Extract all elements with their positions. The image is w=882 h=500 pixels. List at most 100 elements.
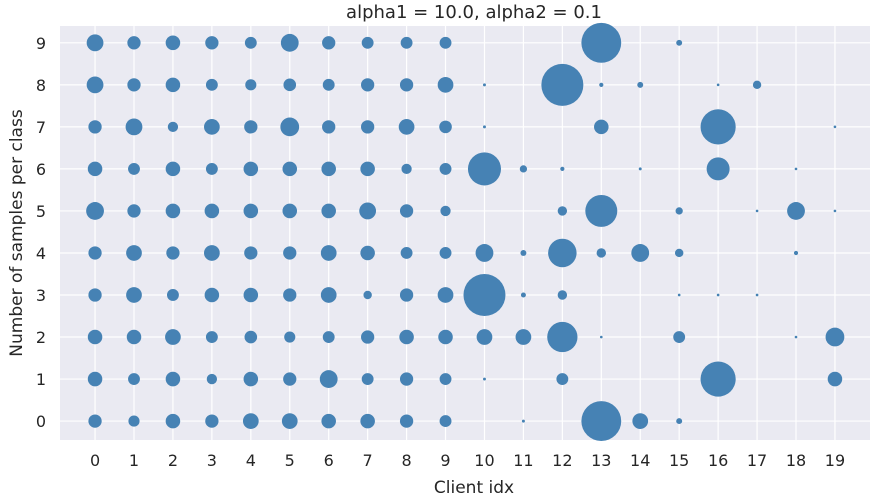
scatter-point bbox=[361, 330, 375, 344]
x-tick-label: 17 bbox=[747, 451, 767, 470]
scatter-point bbox=[322, 331, 335, 343]
scatter-point bbox=[515, 329, 532, 345]
scatter-point bbox=[676, 418, 683, 425]
x-tick-label: 4 bbox=[246, 451, 256, 470]
scatter-point bbox=[205, 414, 219, 428]
scatter-point bbox=[631, 244, 650, 262]
scatter-point bbox=[716, 83, 720, 87]
scatter-point bbox=[204, 119, 220, 135]
scatter-point bbox=[827, 371, 843, 387]
scatter-point bbox=[88, 414, 102, 428]
x-tick-label: 13 bbox=[591, 451, 611, 470]
scatter-point bbox=[548, 238, 577, 268]
scatter-point bbox=[437, 76, 454, 93]
y-tick-label: 2 bbox=[36, 328, 46, 347]
scatter-point bbox=[361, 120, 375, 134]
scatter-point bbox=[787, 202, 805, 220]
scatter-point bbox=[165, 413, 181, 429]
x-tick-label: 2 bbox=[168, 451, 178, 470]
scatter-point bbox=[86, 34, 104, 52]
scatter-point bbox=[476, 329, 493, 345]
scatter-point bbox=[284, 331, 296, 343]
scatter-point bbox=[599, 335, 603, 339]
scatter-point bbox=[700, 109, 736, 145]
scatter-point bbox=[360, 161, 375, 177]
scatter-point bbox=[204, 245, 220, 261]
scatter-point bbox=[482, 125, 486, 129]
scatter-point bbox=[165, 371, 181, 387]
y-tick-label: 4 bbox=[36, 244, 46, 263]
data-points bbox=[86, 22, 845, 442]
x-tick-label: 19 bbox=[825, 451, 845, 470]
scatter-point bbox=[755, 209, 759, 213]
y-tick-label: 8 bbox=[36, 76, 46, 95]
scatter-point bbox=[245, 79, 257, 91]
scatter-point bbox=[361, 36, 374, 49]
scatter-point bbox=[361, 373, 374, 385]
scatter-point bbox=[399, 372, 414, 386]
scatter-point bbox=[440, 205, 451, 217]
scatter-point bbox=[482, 377, 486, 381]
scatter-point bbox=[700, 361, 736, 397]
chart-title: alpha1 = 10.0, alpha2 = 0.1 bbox=[346, 2, 602, 23]
scatter-point bbox=[283, 246, 297, 260]
scatter-point bbox=[833, 209, 837, 213]
scatter-point bbox=[519, 165, 528, 173]
scatter-point bbox=[243, 203, 259, 219]
scatter-point bbox=[676, 39, 683, 46]
y-tick-label: 0 bbox=[36, 412, 46, 431]
scatter-point bbox=[547, 321, 578, 353]
scatter-point bbox=[322, 120, 336, 134]
scatter-point bbox=[165, 35, 181, 51]
scatter-point bbox=[282, 203, 298, 219]
x-tick-labels: 0 1 2 3 4 5 6 7 8 9 10 11 12 13 14 15 16 17 18 19 bbox=[90, 451, 845, 470]
scatter-point bbox=[674, 248, 684, 258]
scatter-point bbox=[585, 194, 618, 227]
scatter-point bbox=[400, 36, 413, 49]
scatter-point bbox=[86, 202, 104, 220]
scatter-point bbox=[166, 246, 180, 260]
scatter-point bbox=[541, 63, 584, 106]
y-tick-label: 1 bbox=[36, 370, 46, 389]
x-tick-label: 7 bbox=[363, 451, 373, 470]
x-tick-label: 14 bbox=[630, 451, 650, 470]
scatter-point bbox=[244, 246, 258, 260]
scatter-point bbox=[205, 36, 219, 50]
scatter-point bbox=[599, 82, 604, 87]
scatter-point bbox=[637, 81, 644, 88]
scatter-point bbox=[400, 247, 413, 259]
x-tick-label: 3 bbox=[207, 451, 217, 470]
scatter-point bbox=[399, 329, 414, 345]
scatter-point bbox=[706, 157, 730, 181]
scatter-point bbox=[321, 413, 336, 429]
scatter-point bbox=[463, 273, 506, 316]
scatter-point bbox=[833, 125, 837, 129]
x-tick-label: 5 bbox=[285, 451, 295, 470]
scatter-point bbox=[675, 207, 683, 215]
scatter-point bbox=[166, 289, 179, 301]
scatter-point bbox=[557, 290, 568, 300]
scatter-point bbox=[88, 246, 102, 260]
scatter-point bbox=[560, 166, 565, 172]
scatter-point bbox=[752, 80, 762, 90]
scatter-point bbox=[127, 36, 141, 50]
scatter-point bbox=[755, 293, 759, 297]
scatter-point bbox=[167, 121, 179, 133]
scatter-point bbox=[399, 414, 414, 428]
scatter-point bbox=[204, 203, 220, 219]
scatter-point bbox=[439, 36, 452, 49]
scatter-point bbox=[243, 371, 259, 387]
scatter-point bbox=[281, 413, 298, 429]
scatter-point bbox=[360, 413, 375, 429]
scatter-point bbox=[319, 370, 338, 388]
scatter-point bbox=[321, 161, 336, 177]
x-tick-label: 1 bbox=[129, 451, 139, 470]
scatter-point bbox=[475, 244, 494, 262]
scatter-point bbox=[206, 373, 218, 385]
scatter-point bbox=[482, 83, 486, 87]
scatter-point bbox=[243, 161, 259, 177]
scatter-point bbox=[244, 330, 258, 344]
scatter-point bbox=[322, 78, 335, 91]
scatter-point bbox=[359, 202, 377, 220]
y-tick-label: 9 bbox=[36, 34, 46, 53]
